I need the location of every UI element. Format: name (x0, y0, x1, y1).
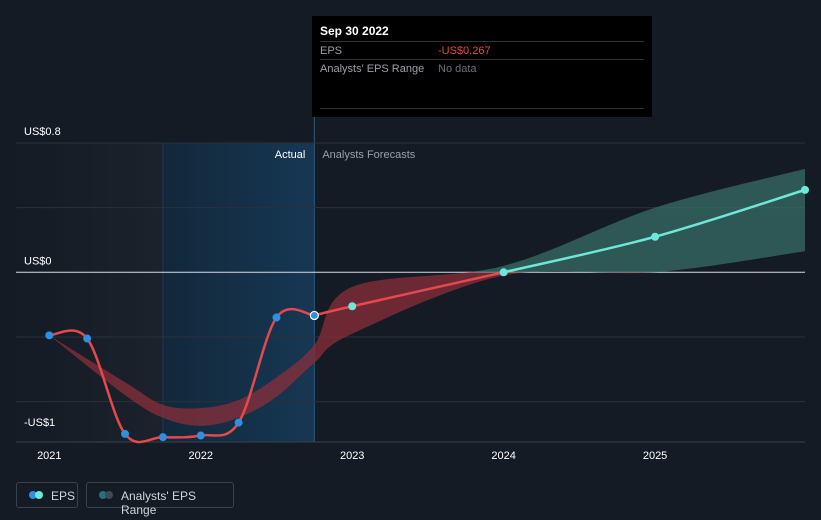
y-tick-label: US$0.8 (24, 126, 61, 138)
eps-point (309, 310, 319, 321)
tooltip-eps-value: -US$0.267 (438, 45, 491, 57)
eps-point (45, 331, 54, 340)
range-forecast-dot-icon (105, 491, 113, 499)
eps-forecast-point (499, 268, 508, 277)
eps-forecast-dot-icon (35, 491, 43, 499)
eps-point (83, 334, 92, 343)
tooltip-eps-label: EPS (320, 45, 343, 57)
eps-point (234, 418, 243, 427)
tooltip: Sep 30 2022 EPS -US$0.267 Analysts' EPS … (312, 16, 652, 117)
range-dot-icon (99, 491, 107, 499)
x-tick-label: 2021 (37, 450, 61, 462)
range-band-positive (467, 168, 805, 273)
tooltip-range-value: No data (438, 63, 477, 75)
tooltip-row-range: Analysts' EPS Range No data (320, 59, 644, 77)
tooltip-row-eps: EPS -US$0.267 (320, 41, 644, 59)
eps-point (196, 431, 205, 440)
legend-eps-range[interactable]: Analysts' EPS Range (86, 482, 234, 517)
actual-region-label: Actual (275, 149, 306, 161)
eps-forecast-point (801, 185, 809, 194)
tooltip-divider (320, 108, 644, 109)
eps-forecast-line-negative (314, 271, 504, 317)
y-tick-label: -US$1 (24, 417, 55, 429)
eps-point (272, 313, 281, 322)
tooltip-range-label: Analysts' EPS Range (320, 63, 425, 75)
x-tick-label: 2023 (340, 450, 364, 462)
legend-eps[interactable]: EPS (16, 482, 78, 508)
tooltip-date: Sep 30 2022 (320, 24, 389, 38)
y-tick-label: US$0 (24, 255, 52, 267)
eps-actual-line (49, 307, 315, 444)
eps-point (121, 429, 130, 438)
x-tick-label: 2022 (189, 450, 213, 462)
legend-eps-label: EPS (51, 489, 76, 503)
legend-range-label: Analysts' EPS Range (121, 489, 196, 517)
eps-dot-icon (29, 491, 37, 499)
eps-point (158, 433, 167, 442)
x-tick-label: 2025 (643, 450, 667, 462)
x-tick-label: 2024 (491, 450, 515, 462)
eps-forecast-point (651, 232, 660, 241)
forecast-region-label: Analysts Forecasts (322, 149, 415, 161)
eps-forecast-point (348, 302, 357, 311)
highlight-region (162, 143, 315, 442)
